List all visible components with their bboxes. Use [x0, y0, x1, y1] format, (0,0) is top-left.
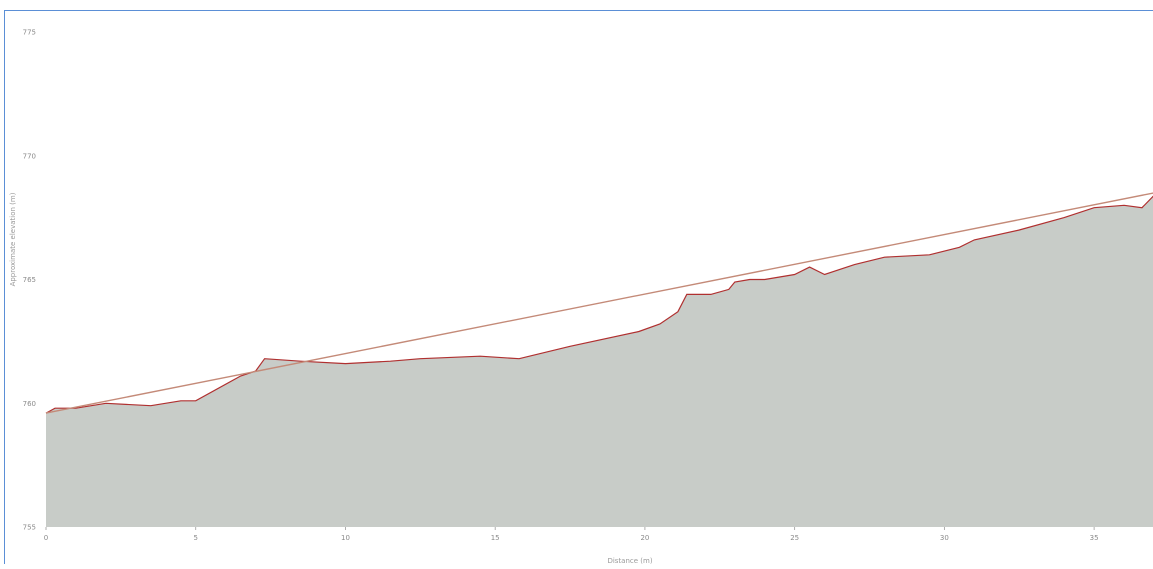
- y-tick-label: 760: [23, 400, 36, 408]
- x-tick-label: 35: [1090, 534, 1099, 542]
- terrain-area: [46, 196, 1153, 527]
- x-tick-label: 20: [640, 534, 649, 542]
- x-axis-ticks: 0 5 10 15 20 25 30 35: [44, 527, 1099, 542]
- chart-frame: 755 760 765 770 775 0 5 10 15 20 25 30 35 Approxima…: [4, 10, 1153, 565]
- straight-line-series: [45, 192, 1153, 414]
- elevation-profile-chart: 755 760 765 770 775 0 5 10 15 20 25 30 35 Approxima…: [9, 29, 1153, 565]
- y-tick-label: 765: [23, 276, 36, 284]
- y-tick-label: 755: [23, 524, 36, 532]
- lines-layer: [45, 192, 1153, 414]
- terrain-area-layer: [46, 196, 1153, 527]
- x-tick-label: 0: [44, 534, 48, 542]
- y-axis-ticks: 755 760 765 770 775: [23, 29, 36, 532]
- x-tick-label: 15: [491, 534, 500, 542]
- y-tick-label: 775: [23, 29, 36, 37]
- y-axis-label: Approximate elevation (m): [9, 192, 17, 286]
- y-tick-label: 770: [23, 152, 36, 160]
- x-tick-label: 5: [193, 534, 197, 542]
- x-tick-label: 10: [341, 534, 350, 542]
- profile-line-series: [45, 195, 1153, 414]
- x-axis-label: Distance (m): [607, 557, 652, 565]
- x-tick-label: 25: [790, 534, 799, 542]
- x-tick-label: 30: [940, 534, 949, 542]
